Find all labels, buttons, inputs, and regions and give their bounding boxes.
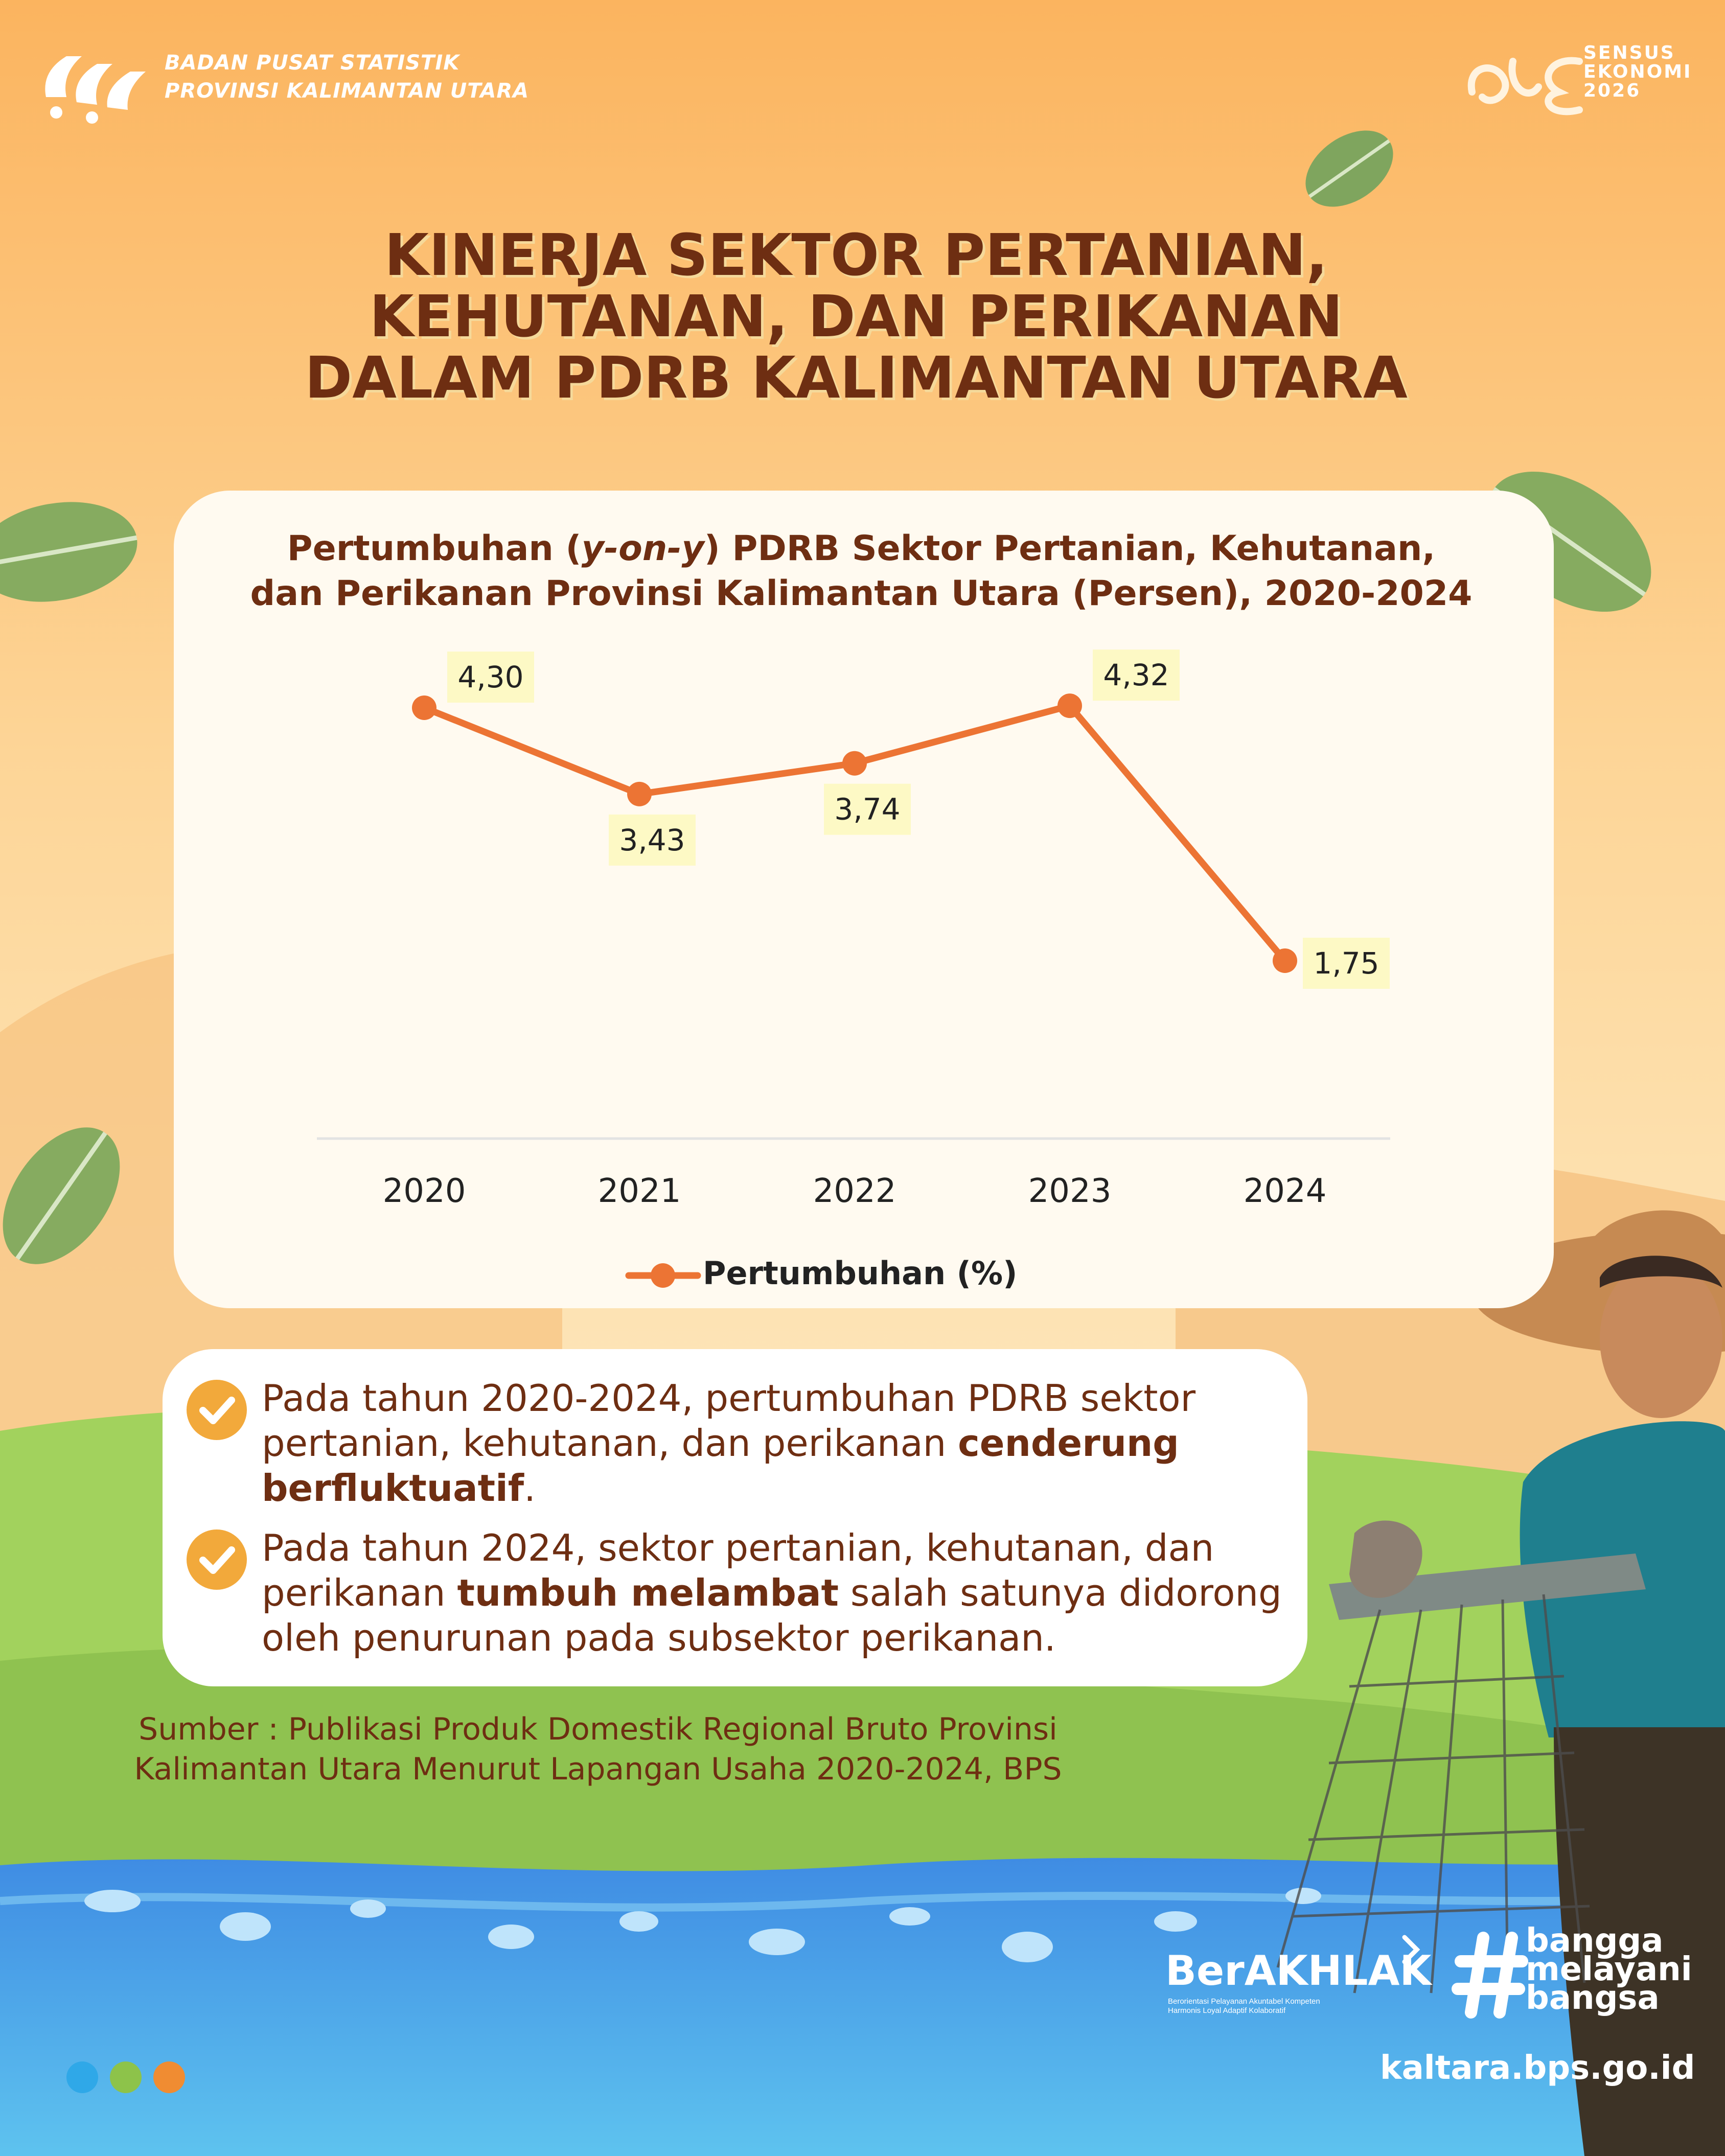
- data-label-bg: [1303, 938, 1390, 989]
- data-point: [1057, 693, 1082, 718]
- title-line3: DALAM PDRB KALIMANTAN UTARA: [305, 345, 1408, 411]
- bullet2-text-b: salah satunya didorong: [838, 1571, 1282, 1614]
- bullet1-line1: Pada tahun 2020-2024, pertumbuhan PDRB s…: [262, 1377, 1196, 1420]
- check-icon: [187, 1380, 247, 1440]
- source-line2: Kalimantan Utara Menurut Lapangan Usaha …: [134, 1751, 1062, 1787]
- sensus-line1: SENSUS: [1583, 42, 1675, 63]
- river-foam: [84, 1888, 1321, 1962]
- title-line1: KINERJA SEKTOR PERTANIAN,: [384, 222, 1328, 289]
- data-label: 4,32: [1103, 658, 1169, 692]
- leaf-decoration: [3, 1127, 120, 1264]
- bullet1-bold2: berfluktuatif: [262, 1467, 524, 1510]
- legend-marker: [651, 1263, 675, 1288]
- bullet1-line3: berfluktuatif.: [262, 1466, 1284, 1511]
- x-tick-label: 2021: [598, 1172, 681, 1210]
- bullet2-line3: oleh penurunan pada subsektor perikanan.: [262, 1616, 1056, 1659]
- data-label-bg: [609, 814, 696, 866]
- bangga-melayani-bangsa: bangga melayani bangsa: [1526, 1922, 1692, 2017]
- data-label: 1,75: [1313, 946, 1379, 981]
- x-tick-label: 2020: [383, 1172, 466, 1210]
- dot-blue: [66, 2061, 98, 2093]
- bullet1-bold: cenderung: [958, 1422, 1179, 1465]
- page-title: KINERJA SEKTOR PERTANIAN, KEHUTANAN, DAN…: [153, 225, 1559, 409]
- data-label: 3,74: [834, 792, 900, 827]
- bullet1-line2: pertanian, kehutanan, dan perikanan cend…: [262, 1421, 1284, 1466]
- chart-title-italic: y-on-y: [581, 528, 704, 569]
- hashtag-icon: [1452, 1932, 1528, 2019]
- data-label-bg: [1093, 650, 1180, 701]
- bmb-line3: bangsa: [1526, 1979, 1660, 2017]
- chart-title-text-a: Pertumbuhan (: [287, 528, 582, 569]
- river-wave: [0, 1892, 1725, 1912]
- chart-title-text-b: ) PDRB Sektor Pertanian, Kehutanan,: [704, 528, 1436, 569]
- x-tick-label: 2022: [813, 1172, 896, 1210]
- data-label: 3,43: [619, 823, 685, 857]
- sensus-ekonomi-logo-mark: [1462, 41, 1584, 118]
- bmb-line2: melayani: [1526, 1951, 1692, 1988]
- source-note: Sumber : Publikasi Produk Domestik Regio…: [112, 1709, 1084, 1789]
- x-tick-label: 2024: [1244, 1172, 1327, 1210]
- fisherman-illustration: [1276, 1210, 1725, 2156]
- bullet-text-2: Pada tahun 2024, sektor pertanian, kehut…: [262, 1525, 1309, 1660]
- info-card: [163, 1349, 1307, 1686]
- dot-green: [110, 2061, 142, 2093]
- org-name-line1: BADAN PUSAT STATISTIK: [165, 51, 460, 75]
- bullet2-line2: perikanan tumbuh melambat salah satunya …: [262, 1570, 1309, 1615]
- berakhlak-subtitle: Berorientasi Pelayanan Akuntabel Kompete…: [1168, 1997, 1434, 2015]
- org-name-line2: PROVINSI KALIMANTAN UTARA: [165, 79, 530, 103]
- data-point: [1273, 948, 1297, 973]
- chart-title-line1: Pertumbuhan (y-on-y) PDRB Sektor Pertani…: [184, 526, 1538, 571]
- berakhlak-logo: BerAKHLAK: [1165, 1947, 1432, 1995]
- data-point: [627, 781, 652, 806]
- bps-logo: [36, 36, 153, 128]
- data-label-bg: [824, 783, 911, 835]
- chart-title: Pertumbuhan (y-on-y) PDRB Sektor Pertani…: [184, 526, 1538, 616]
- leaf-decoration: [1305, 130, 1393, 207]
- chevron-icon: [1400, 1934, 1421, 1965]
- legend-label: Pertumbuhan (%): [703, 1255, 1018, 1292]
- title-line2: KEHUTANAN, DAN PERIKANAN: [369, 284, 1343, 350]
- data-point: [842, 751, 867, 776]
- bullet2-bold: tumbuh melambat: [457, 1571, 839, 1614]
- x-tick-label: 2023: [1028, 1172, 1112, 1210]
- chart-card: [174, 491, 1554, 1308]
- website-url[interactable]: kaltara.bps.go.id: [1380, 2049, 1695, 2087]
- sensus-ekonomi-text: SENSUS EKONOMI 2026: [1583, 43, 1692, 100]
- leaf-decoration: [0, 502, 137, 602]
- source-line1: Sumber : Publikasi Produk Domestik Regio…: [139, 1711, 1057, 1747]
- bullet-text-1: Pada tahun 2020-2024, pertumbuhan PDRB s…: [262, 1376, 1284, 1511]
- chart-title-line2: dan Perikanan Provinsi Kalimantan Utara …: [250, 573, 1473, 614]
- dot-orange: [153, 2061, 185, 2093]
- berakhlak-sub-line1: Berorientasi Pelayanan Akuntabel Kompete…: [1168, 1997, 1320, 2006]
- bmb-line1: bangga: [1526, 1922, 1664, 1960]
- bullet2-line1: Pada tahun 2024, sektor pertanian, kehut…: [262, 1526, 1214, 1569]
- data-label-bg: [447, 652, 534, 703]
- bullet1-period: .: [524, 1467, 536, 1510]
- bullet1-text: pertanian, kehutanan, dan perikanan: [262, 1422, 958, 1465]
- check-icon: [187, 1529, 247, 1590]
- data-point: [412, 696, 436, 720]
- berakhlak-sub-line2: Harmonis Loyal Adaptif Kolaboratif: [1168, 2006, 1286, 2015]
- data-label: 4,30: [457, 660, 523, 694]
- river: [0, 1858, 1725, 2156]
- sensus-line3: 2026: [1583, 80, 1641, 101]
- bullet2-text-a: perikanan: [262, 1571, 457, 1614]
- sensus-line2: EKONOMI: [1583, 61, 1692, 82]
